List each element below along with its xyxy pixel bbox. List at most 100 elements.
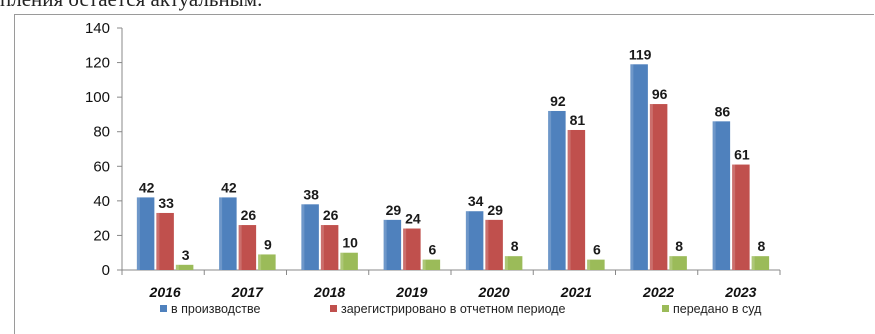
- data-label-2016-series-3: 3: [182, 247, 190, 263]
- bar-2016-series-1: [136, 197, 155, 270]
- bar-2023-series-1: [712, 121, 731, 270]
- data-label-2017-series-1: 42: [221, 179, 237, 195]
- bar-2017-series-3: [258, 254, 276, 270]
- x-tick-label-2022: 2022: [642, 284, 674, 300]
- bar-2022-series-2: [649, 104, 668, 270]
- y-tick-label: 80: [93, 124, 110, 141]
- y-tick-label: 120: [85, 55, 110, 72]
- data-label-2021-series-1: 92: [550, 93, 566, 109]
- bar-highlight: [403, 228, 407, 270]
- bar-highlight: [751, 256, 755, 270]
- bar-highlight: [320, 225, 324, 270]
- bar-highlight: [548, 110, 552, 270]
- bar-highlight: [175, 264, 179, 270]
- y-tick-label: 140: [85, 20, 110, 37]
- bar-highlight: [238, 225, 242, 270]
- bar-2020-series-1: [465, 211, 484, 270]
- bar-2017-series-2: [238, 225, 257, 270]
- bar-highlight: [301, 204, 305, 270]
- bar-highlight: [340, 252, 344, 270]
- bar-2017-series-1: [219, 197, 237, 270]
- bar-2019-series-3: [422, 259, 441, 270]
- bar-2019-series-2: [403, 228, 421, 270]
- bar-highlight: [136, 197, 140, 270]
- x-tick-label-2019: 2019: [395, 284, 427, 300]
- data-label-2021-series-3: 6: [593, 242, 601, 258]
- bar-highlight: [258, 254, 262, 270]
- bar-2021-series-1: [548, 110, 566, 270]
- data-label-2022-series-1: 119: [629, 46, 652, 62]
- bar-2023-series-2: [732, 164, 750, 270]
- data-label-2018-series-1: 38: [303, 186, 319, 202]
- y-tick-label: 0: [102, 262, 110, 279]
- y-tick-label: 100: [85, 89, 110, 106]
- bar-highlight: [383, 219, 387, 270]
- data-label-2019-series-2: 24: [405, 211, 421, 227]
- data-label-2021-series-2: 81: [570, 112, 586, 128]
- bar-2020-series-2: [485, 219, 503, 270]
- data-label-2020-series-3: 8: [511, 238, 519, 254]
- x-tick-label-2021: 2021: [560, 284, 592, 300]
- y-tick-label: 20: [93, 227, 110, 244]
- legend-swatch-series-1: [160, 305, 167, 312]
- bar-2018-series-2: [320, 225, 339, 270]
- x-tick-label-2016: 2016: [149, 284, 181, 300]
- legend-label-series-2: зарегистрировано в отчетном периоде: [341, 302, 566, 316]
- document-text-above-chart: пления остается актуальным.: [0, 0, 875, 13]
- bar-2021-series-3: [587, 259, 605, 270]
- legend-label-series-3: передано в суд: [673, 302, 762, 316]
- legend-label-series-1: в производстве: [171, 302, 260, 316]
- y-tick-label: 40: [93, 193, 110, 210]
- data-label-2023-series-1: 86: [715, 103, 731, 119]
- bar-2019-series-1: [383, 219, 402, 270]
- x-tick-label-2020: 2020: [478, 284, 510, 300]
- bar-highlight: [567, 129, 571, 270]
- bar-chart: 0 20 40 60 80 100 120 140 2016 2017 2018 2019 2020 20…: [85, 20, 781, 316]
- bar-highlight: [732, 164, 736, 270]
- data-label-2020-series-2: 29: [487, 202, 503, 218]
- bar-highlight: [649, 104, 653, 270]
- x-tick-label-2023: 2023: [724, 284, 756, 300]
- bar-2023-series-3: [751, 256, 770, 270]
- data-label-2018-series-2: 26: [323, 207, 339, 223]
- bar-highlight: [669, 256, 673, 270]
- x-tick-label-2017: 2017: [231, 284, 264, 300]
- data-label-2017-series-3: 9: [264, 236, 272, 252]
- bar-2020-series-3: [504, 256, 523, 270]
- chart-data-labels: 4233342269382610292463429892816119968866…: [139, 46, 766, 263]
- data-label-2020-series-1: 34: [468, 193, 484, 209]
- legend-swatch-series-2: [330, 305, 337, 312]
- bar-highlight: [219, 197, 223, 270]
- data-label-2018-series-3: 10: [342, 235, 358, 251]
- bar-highlight: [587, 259, 591, 270]
- bar-highlight: [712, 121, 716, 270]
- bar-2021-series-2: [567, 129, 586, 270]
- data-label-2019-series-3: 6: [428, 242, 436, 258]
- bar-highlight: [630, 64, 634, 270]
- data-label-2019-series-1: 29: [386, 202, 402, 218]
- legend-swatch-series-3: [662, 305, 669, 312]
- data-label-2023-series-3: 8: [757, 238, 765, 254]
- bar-2018-series-1: [301, 204, 319, 270]
- bar-highlight: [504, 256, 508, 270]
- data-label-2022-series-3: 8: [675, 238, 683, 254]
- data-label-2016-series-1: 42: [139, 179, 155, 195]
- bar-highlight: [465, 211, 469, 270]
- data-label-2017-series-2: 26: [241, 207, 257, 223]
- bar-2016-series-2: [156, 212, 174, 270]
- data-label-2022-series-2: 96: [652, 86, 668, 102]
- x-tick-label-2018: 2018: [313, 284, 345, 300]
- bar-2018-series-3: [340, 252, 358, 270]
- y-tick-label: 60: [93, 158, 110, 175]
- bar-highlight: [485, 219, 489, 270]
- data-label-2023-series-2: 61: [734, 147, 750, 163]
- chart-frame: [14, 14, 874, 334]
- bar-2016-series-3: [175, 264, 194, 270]
- data-label-2016-series-2: 33: [158, 195, 174, 211]
- chart-legend: в производстве зарегистрировано в отчетно…: [160, 302, 762, 316]
- bar-highlight: [156, 212, 160, 270]
- bar-highlight: [422, 259, 426, 270]
- bar-2022-series-1: [630, 64, 648, 270]
- chart-bars: [136, 64, 770, 270]
- bar-2022-series-3: [669, 256, 687, 270]
